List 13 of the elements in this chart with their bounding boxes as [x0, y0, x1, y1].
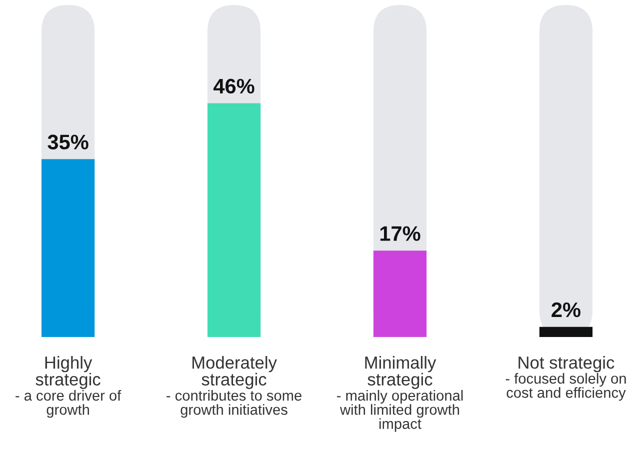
text: - mainly operational with limited growth impact — [337, 390, 463, 432]
x-tick-label: Highly strategic — [36, 356, 100, 389]
data-label: 2% — [552, 302, 580, 318]
x-tick-label: Minimally strategic — [365, 356, 436, 389]
data-label: 46% — [213, 78, 254, 94]
text: - focused solely on cost and efficiency — [506, 373, 626, 401]
x-tick-label: Moderately strategic — [192, 356, 277, 389]
text: - a core driver of growth — [16, 390, 122, 418]
bar — [539, 326, 593, 337]
data-label: 35% — [48, 134, 88, 150]
text: - contributes to some growth initiatives — [166, 390, 302, 418]
x-tick-label: Not strategic — [518, 356, 614, 372]
data-label: 17% — [380, 226, 420, 241]
